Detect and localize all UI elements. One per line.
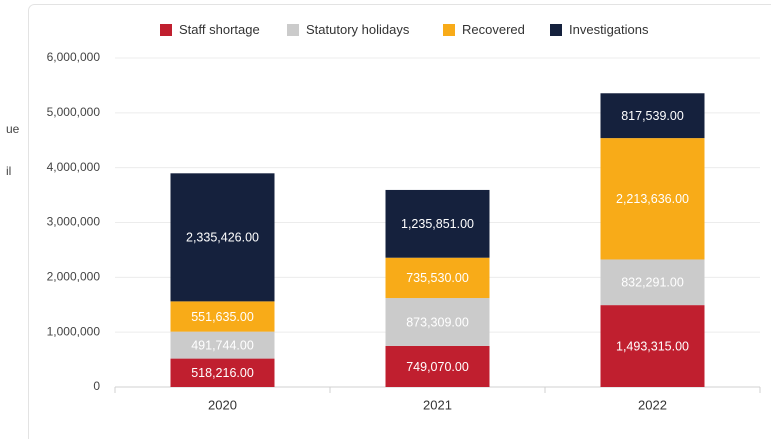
legend-swatch	[550, 24, 562, 36]
bar-segment	[385, 189, 490, 258]
legend-label: Statutory holidays	[306, 22, 410, 37]
value-label: 1,493,315.00	[616, 339, 689, 353]
value-label: 1,235,851.00	[401, 217, 474, 231]
side-label: il	[6, 164, 11, 178]
bar-segment	[170, 331, 275, 359]
bar-segment	[600, 138, 705, 260]
y-tick-label: 6,000,000	[47, 50, 101, 64]
value-label: 832,291.00	[621, 276, 684, 290]
x-tick-label: 2020	[208, 397, 237, 412]
legend-label: Investigations	[569, 22, 649, 37]
value-label: 873,309.00	[406, 315, 469, 329]
x-tick-label: 2022	[638, 397, 667, 412]
bar-segment	[385, 257, 490, 299]
bar-segment	[600, 93, 705, 139]
y-tick-label: 1,000,000	[47, 324, 101, 338]
legend-swatch	[443, 24, 455, 36]
value-label: 518,216.00	[191, 366, 254, 380]
value-label: 2,335,426.00	[186, 231, 259, 245]
legend-label: Recovered	[462, 22, 525, 37]
y-tick-label: 2,000,000	[47, 270, 101, 284]
x-tick-label: 2021	[423, 397, 452, 412]
y-tick-label: 0	[93, 379, 100, 393]
legend-swatch	[287, 24, 299, 36]
y-tick-label: 4,000,000	[47, 160, 101, 174]
bar-segment	[385, 298, 490, 346]
bar-segment	[170, 173, 275, 302]
bar-segment	[170, 358, 275, 387]
legend-swatch	[160, 24, 172, 36]
bar-segment	[600, 259, 705, 306]
side-label: ue	[6, 122, 20, 136]
value-label: 491,744.00	[191, 338, 254, 352]
bar-segment	[170, 301, 275, 332]
value-label: 749,070.00	[406, 360, 469, 374]
value-label: 735,530.00	[406, 271, 469, 285]
y-tick-label: 5,000,000	[47, 105, 101, 119]
value-label: 2,213,636.00	[616, 192, 689, 206]
bar-segment	[600, 305, 705, 387]
value-label: 551,635.00	[191, 310, 254, 324]
value-label: 817,539.00	[621, 109, 684, 123]
bar-segment	[385, 345, 490, 387]
y-tick-label: 3,000,000	[47, 215, 101, 229]
legend-label: Staff shortage	[179, 22, 260, 37]
